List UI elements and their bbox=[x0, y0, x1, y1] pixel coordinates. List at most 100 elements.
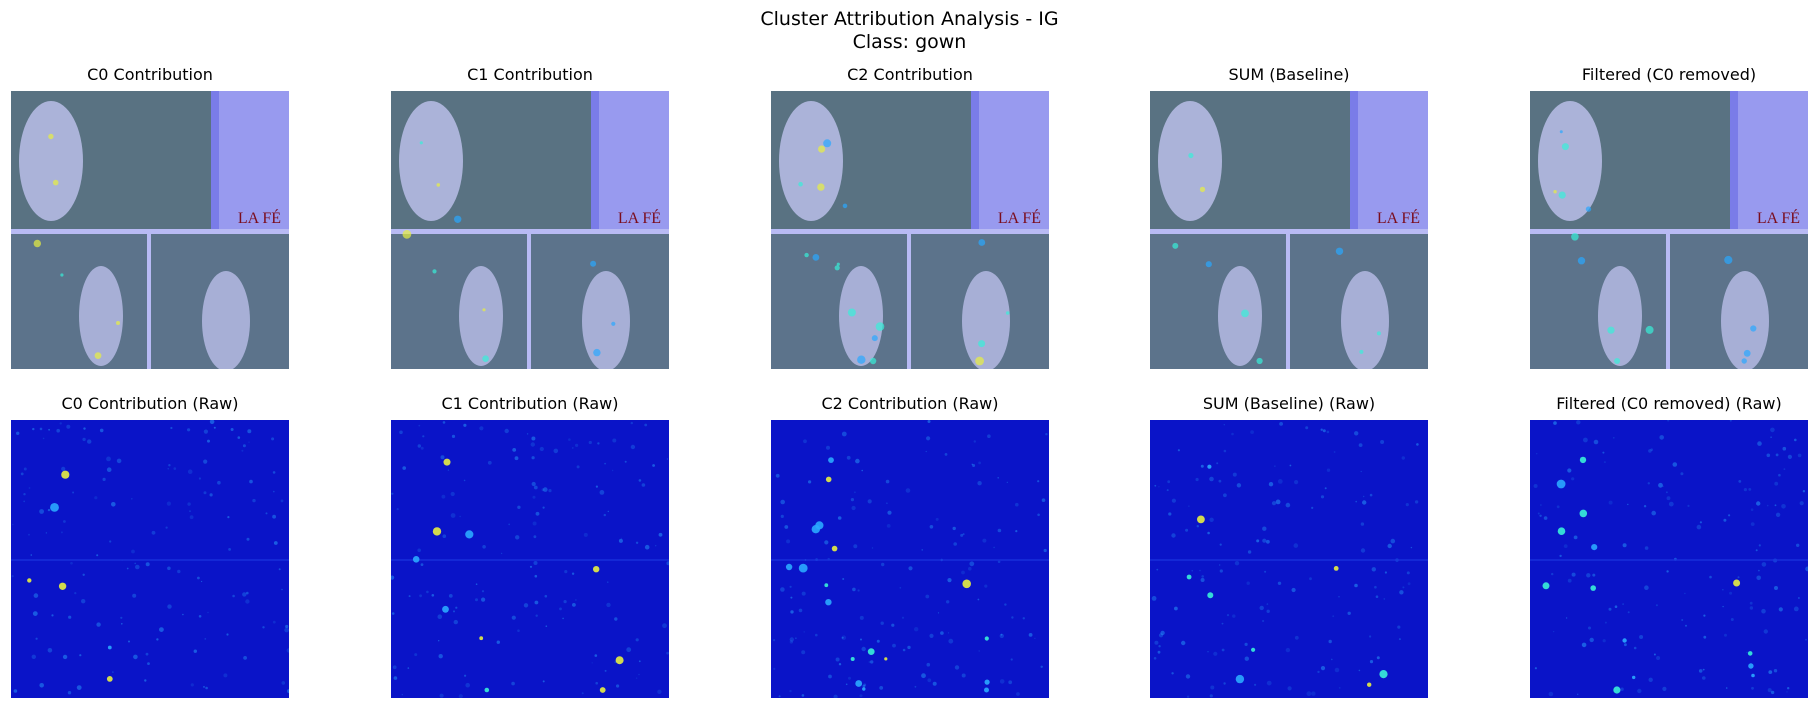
heatmap-speckle bbox=[439, 693, 444, 698]
heatmap-speckle bbox=[391, 492, 394, 495]
heatmap-speckle bbox=[193, 649, 197, 653]
heatmap-speckle bbox=[1311, 506, 1314, 509]
heatmap-speckle bbox=[1766, 453, 1771, 458]
heatmap-seam bbox=[771, 559, 1049, 561]
heatmap-speckle bbox=[1199, 569, 1201, 572]
heatmap-speckle bbox=[81, 599, 86, 604]
heatmap-c2-raw bbox=[771, 420, 1049, 698]
heatmap-speckle bbox=[1369, 493, 1373, 497]
heatmap-speckle bbox=[1770, 436, 1772, 438]
heatmap-speckle bbox=[780, 514, 784, 518]
heatmap-hotspot bbox=[1747, 651, 1753, 656]
heatmap-hotspot bbox=[1751, 673, 1755, 678]
heatmap-speckle bbox=[1219, 569, 1223, 573]
heatmap-speckle bbox=[1362, 500, 1367, 505]
heatmap-hotspot bbox=[1367, 682, 1372, 687]
heatmap-speckle bbox=[59, 422, 62, 425]
heatmap-speckle bbox=[932, 681, 937, 686]
heatmap-speckle bbox=[1154, 484, 1157, 487]
heatmap-speckle bbox=[1006, 481, 1008, 483]
heatmap-speckle bbox=[1763, 629, 1768, 634]
heatmap-speckle bbox=[1627, 503, 1629, 506]
heatmap-speckle bbox=[1360, 470, 1362, 473]
heatmap-speckle bbox=[116, 458, 122, 464]
heatmap-speckle bbox=[207, 439, 210, 443]
heatmap-hotspot bbox=[106, 676, 113, 682]
heatmap-speckle bbox=[1781, 504, 1786, 509]
heatmap-speckle bbox=[1223, 493, 1227, 498]
heatmap-speckle bbox=[953, 542, 957, 546]
heatmap-hotspot bbox=[593, 566, 600, 573]
photo-divider bbox=[147, 234, 151, 369]
heatmap-speckle bbox=[83, 427, 86, 430]
heatmap-speckle bbox=[1738, 480, 1742, 483]
heatmap-seam bbox=[11, 559, 289, 561]
heatmap-speckle bbox=[1223, 682, 1226, 685]
heatmap-speckle bbox=[852, 587, 856, 592]
heatmap-speckle bbox=[1244, 642, 1248, 646]
heatmap-speckle bbox=[1805, 566, 1808, 572]
heatmap-speckle bbox=[203, 685, 205, 688]
heatmap-speckle bbox=[937, 612, 940, 614]
heatmap-speckle bbox=[177, 569, 181, 574]
heatmap-speckle bbox=[1375, 595, 1379, 598]
heatmap-speckle bbox=[68, 615, 72, 619]
heatmap-speckle bbox=[658, 532, 663, 537]
heatmap-speckle bbox=[655, 545, 657, 547]
heatmap-speckle bbox=[1256, 539, 1260, 543]
heatmap-speckle bbox=[1756, 575, 1761, 581]
heatmap-speckle bbox=[1167, 480, 1171, 484]
heatmap-speckle bbox=[1783, 468, 1786, 470]
heatmap-speckle bbox=[666, 458, 668, 460]
heatmap-speckle bbox=[417, 548, 421, 553]
heatmap-speckle bbox=[1266, 539, 1270, 544]
heatmap-speckle bbox=[209, 420, 215, 425]
heatmap-speckle bbox=[935, 517, 939, 521]
heatmap-speckle bbox=[644, 423, 648, 427]
heatmap-speckle bbox=[1613, 437, 1615, 439]
heatmap-speckle bbox=[156, 638, 159, 641]
heatmap-speckle bbox=[978, 650, 980, 652]
heatmap-speckle bbox=[1333, 451, 1336, 453]
heatmap-speckle bbox=[604, 462, 606, 465]
heatmap-hotspot bbox=[867, 648, 875, 655]
heatmap-speckle bbox=[612, 438, 617, 443]
heatmap-speckle bbox=[969, 561, 975, 567]
heatmap-hotspot bbox=[432, 527, 442, 536]
heatmap-speckle bbox=[534, 600, 539, 605]
heatmap-speckle bbox=[879, 686, 884, 690]
heatmap-hotspot bbox=[1376, 331, 1381, 336]
heatmap-speckle bbox=[1259, 605, 1264, 611]
figure-suptitle: Cluster Attribution Analysis - IG Class:… bbox=[0, 8, 1819, 54]
heatmap-speckle bbox=[1553, 631, 1555, 633]
heatmap-speckle bbox=[1360, 522, 1365, 526]
heatmap-speckle bbox=[1397, 625, 1401, 629]
heatmap-speckle bbox=[1354, 431, 1359, 436]
heatmap-speckle bbox=[453, 610, 455, 613]
heatmap-speckle bbox=[921, 673, 926, 679]
heatmap-speckle bbox=[438, 654, 443, 659]
heatmap-speckle bbox=[1658, 482, 1663, 488]
heatmap-speckle bbox=[927, 678, 932, 683]
heatmap-speckle bbox=[1232, 614, 1236, 618]
heatmap-speckle bbox=[1556, 505, 1560, 509]
heatmap-speckle bbox=[1186, 695, 1190, 698]
heatmap-hotspot bbox=[831, 545, 838, 552]
heatmap-hotspot bbox=[984, 679, 990, 685]
heatmap-speckle bbox=[1756, 501, 1761, 506]
photo-figure bbox=[1721, 271, 1769, 369]
heatmap-speckle bbox=[203, 429, 208, 434]
heatmap-speckle bbox=[517, 505, 521, 509]
heatmap-speckle bbox=[603, 513, 606, 517]
heatmap-hotspot bbox=[412, 556, 420, 563]
heatmap-speckle bbox=[479, 426, 484, 431]
heatmap-speckle bbox=[902, 648, 906, 652]
heatmap-hotspot bbox=[818, 145, 826, 153]
heatmap-hotspot bbox=[1335, 247, 1344, 255]
heatmap-speckle bbox=[23, 500, 26, 503]
heatmap-speckle bbox=[63, 520, 66, 523]
heatmap-speckle bbox=[167, 468, 169, 470]
photo-figure bbox=[459, 266, 503, 366]
heatmap-speckle bbox=[973, 440, 976, 443]
heatmap-speckle bbox=[530, 442, 535, 447]
